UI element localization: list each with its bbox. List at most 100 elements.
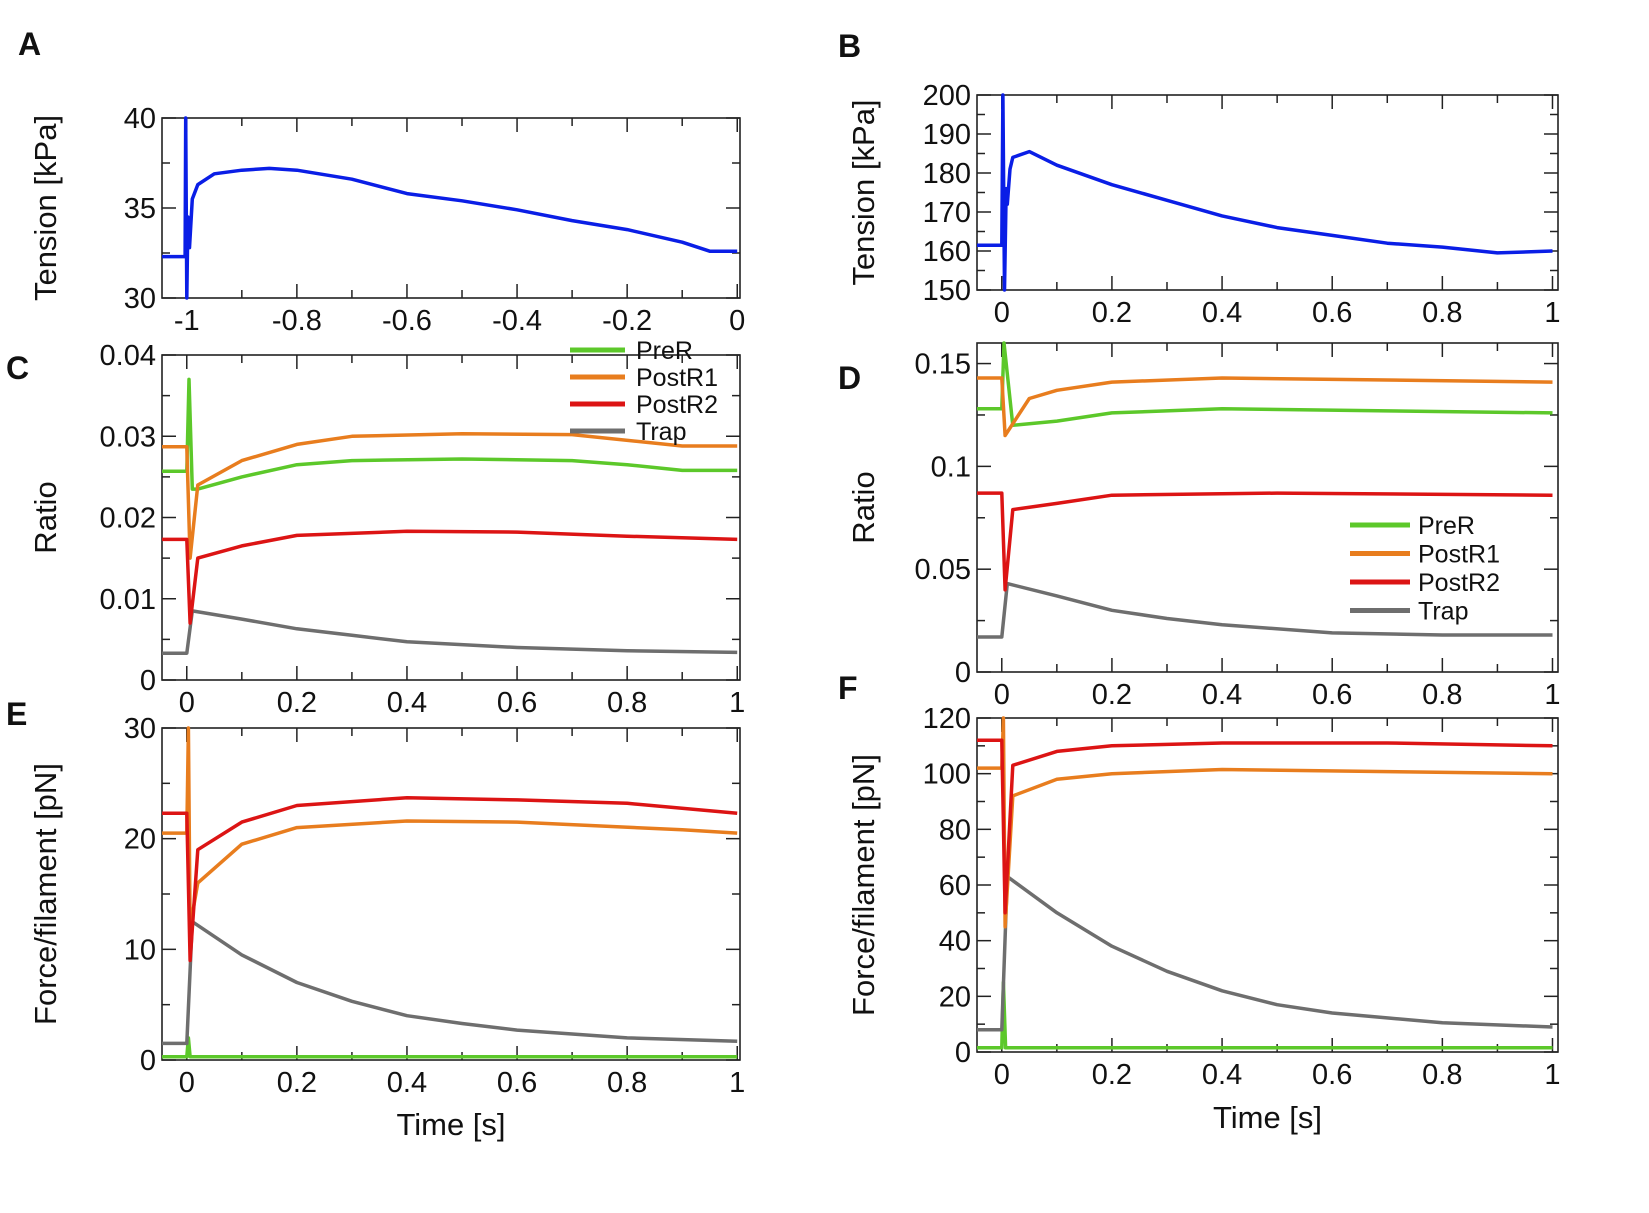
y-tick-label: 120 <box>923 703 971 735</box>
legend-label: PostR1 <box>636 364 718 392</box>
x-tick-label: 0.4 <box>387 687 427 719</box>
x-tick-label: 0.4 <box>387 1067 427 1099</box>
y-axis-title: Tension [kPa] <box>28 115 63 301</box>
panel-letter: F <box>838 670 858 706</box>
x-tick-label: 0.2 <box>1092 679 1132 711</box>
series-line-postr2 <box>977 738 1553 915</box>
y-tick-label: 190 <box>923 119 971 151</box>
x-tick-label: 1 <box>1544 679 1560 711</box>
x-tick-label: 0 <box>994 297 1010 329</box>
series-line-trap <box>977 874 1553 1032</box>
panel-letter: A <box>18 26 41 62</box>
series-line-postr2 <box>977 491 1553 592</box>
series-line-trap <box>977 581 1553 639</box>
x-axis-title: Time [s] <box>1213 1100 1322 1135</box>
y-tick-label: 0 <box>955 1037 971 1069</box>
x-tick-label: 0.6 <box>1312 679 1352 711</box>
legend-label: PostR1 <box>1418 541 1500 569</box>
series-line-tension <box>162 116 738 300</box>
panel-c: C 0 0.2 0.4 0.6 0.8 1 0 0.01 0.02 0.03 0.04 Ratio Pre… <box>6 337 745 719</box>
series-line-postr1 <box>162 432 738 560</box>
y-tick-label: 80 <box>939 814 971 846</box>
x-tick-label: -1 <box>174 305 200 337</box>
plot-frame <box>976 94 1559 291</box>
plot-frame <box>161 117 741 299</box>
series-line-prer <box>162 377 738 491</box>
panel-a: A -1 -0.8 -0.6 -0.4 -0.2 0 30 35 40 Tension [kPa] <box>18 26 745 337</box>
series-line-tension <box>977 93 1553 292</box>
y-tick-label: 10 <box>124 934 156 966</box>
panel-letter: D <box>838 360 861 396</box>
legend-label: PreR <box>1418 512 1475 540</box>
x-tick-label: 0.8 <box>607 1067 647 1099</box>
y-axis-title: Tension [kPa] <box>846 99 881 285</box>
y-tick-label: 150 <box>923 275 971 307</box>
y-tick-label: 30 <box>124 713 156 745</box>
panel-letter: B <box>838 28 861 64</box>
x-tick-label: 0.8 <box>1422 1059 1462 1091</box>
series-line-postr2 <box>162 529 738 625</box>
y-tick-label: 20 <box>939 981 971 1013</box>
y-axis-title: Force/filament [pN] <box>28 763 63 1025</box>
x-tick-label: 0.8 <box>1422 297 1462 329</box>
y-tick-label: 40 <box>939 926 971 958</box>
y-axis-title: Ratio <box>28 481 63 553</box>
x-tick-label: 1 <box>729 687 745 719</box>
y-tick-label: 0 <box>140 1045 156 1077</box>
y-tick-label: 35 <box>124 193 156 225</box>
x-tick-label: 0.4 <box>1202 297 1242 329</box>
y-tick-label: 0.15 <box>915 349 971 381</box>
series-line-trap <box>162 919 738 1046</box>
y-tick-label: 30 <box>124 283 156 315</box>
y-tick-label: 0.01 <box>100 584 156 616</box>
x-tick-label: 1 <box>729 1067 745 1099</box>
plot-frame <box>976 342 1559 673</box>
series-line-trap <box>162 609 738 655</box>
legend-label: Trap <box>1418 598 1468 626</box>
panel-letter: C <box>6 350 29 386</box>
y-tick-label: 0.05 <box>915 554 971 586</box>
panel-f: F 0 0.2 0.4 0.6 0.8 1 0 20 40 60 80 100 120 Force/fila… <box>838 670 1561 1135</box>
x-tick-label: -0.8 <box>272 305 322 337</box>
legend-label: PreR <box>636 337 693 365</box>
series-line-prer <box>162 1036 738 1059</box>
plot-frame <box>161 727 741 1061</box>
x-tick-label: 0.8 <box>1422 679 1462 711</box>
x-tick-label: 0 <box>729 305 745 337</box>
x-tick-label: 0.2 <box>1092 1059 1132 1091</box>
panel-letter: E <box>6 696 27 732</box>
y-tick-label: 180 <box>923 158 971 190</box>
x-tick-label: 0 <box>994 679 1010 711</box>
y-tick-label: 160 <box>923 236 971 268</box>
y-tick-label: 0 <box>955 657 971 689</box>
x-tick-label: 0.2 <box>277 1067 317 1099</box>
series-line-prer <box>977 341 1553 428</box>
x-tick-label: 0.2 <box>1092 297 1132 329</box>
x-tick-label: 0.6 <box>1312 1059 1352 1091</box>
y-axis-title: Ratio <box>846 471 881 543</box>
y-tick-label: 0.03 <box>100 421 156 453</box>
y-tick-label: 200 <box>923 80 971 112</box>
series-line-postr1 <box>162 726 738 929</box>
x-tick-label: 1 <box>1544 1059 1560 1091</box>
y-tick-label: 170 <box>923 197 971 229</box>
y-axis-title: Force/filament [pN] <box>846 754 881 1016</box>
series-line-prer <box>977 980 1553 1050</box>
x-tick-label: 0.2 <box>277 687 317 719</box>
y-tick-label: 40 <box>124 103 156 135</box>
x-axis-title: Time [s] <box>396 1107 505 1142</box>
legend-label: PostR2 <box>636 391 718 419</box>
x-tick-label: -0.6 <box>382 305 432 337</box>
x-tick-label: 0 <box>179 1067 195 1099</box>
x-tick-label: -0.2 <box>602 305 652 337</box>
legend-label: Trap <box>636 418 686 446</box>
legend-label: PostR2 <box>1418 569 1500 597</box>
series-line-postr2 <box>162 795 738 963</box>
x-tick-label: 0.4 <box>1202 1059 1242 1091</box>
x-tick-label: 0.4 <box>1202 679 1242 711</box>
